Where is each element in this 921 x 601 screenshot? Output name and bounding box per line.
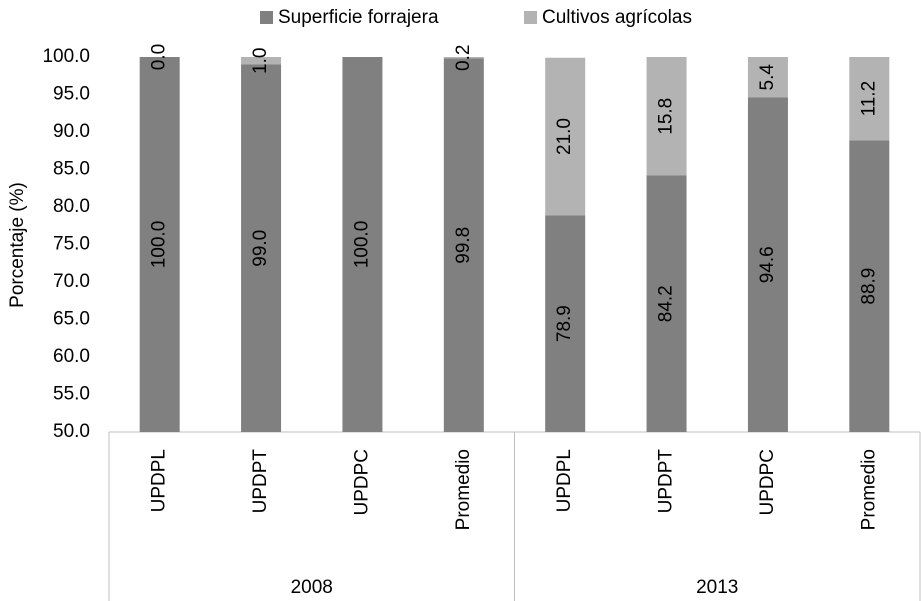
y-tick-label: 65.0 — [53, 309, 90, 330]
data-label: 99.8 — [453, 227, 474, 264]
bar-segment — [849, 57, 890, 141]
bar-segment — [747, 97, 788, 432]
data-label: 5.4 — [757, 64, 778, 91]
legend-label: Superficie forrajera — [278, 7, 439, 28]
group-label: 2008 — [291, 577, 333, 598]
bar-segment — [646, 175, 687, 432]
y-tick-label: 75.0 — [53, 234, 90, 255]
data-label: 100.0 — [149, 221, 170, 269]
y-tick-label: 95.0 — [53, 84, 90, 105]
y-tick-label: 80.0 — [53, 196, 90, 217]
bar-segment — [342, 57, 383, 432]
x-tick-label: UPDPT — [656, 449, 677, 514]
bar-segment — [443, 57, 484, 59]
y-tick-label: 55.0 — [53, 384, 90, 405]
y-tick-label: 90.0 — [53, 121, 90, 142]
bar-segment — [747, 57, 788, 98]
group-label: 2013 — [696, 577, 738, 598]
x-tick-label: UPDPL — [149, 449, 170, 512]
legend-swatch — [260, 11, 273, 24]
x-tick-label: UPDPL — [554, 449, 575, 512]
data-label: 99.0 — [250, 230, 271, 267]
x-tick-label: UPDPT — [250, 449, 271, 514]
y-axis-label: Porcentaje (%) — [7, 182, 28, 308]
data-label: 0.0 — [149, 44, 170, 70]
x-tick-label: Promedio — [858, 449, 879, 530]
y-tick-label: 100.0 — [42, 46, 90, 67]
bar-segment — [241, 64, 282, 432]
data-label: 78.9 — [554, 305, 575, 342]
data-label: 15.8 — [656, 98, 677, 135]
bar-segment — [849, 140, 890, 432]
y-tick-label: 85.0 — [53, 159, 90, 180]
data-label: 88.9 — [858, 268, 879, 305]
data-label: 0.2 — [453, 45, 474, 71]
x-tick-label: UPDPC — [757, 449, 778, 516]
y-tick-label: 70.0 — [53, 271, 90, 292]
x-tick-label: UPDPC — [351, 449, 372, 516]
legend-label: Cultivos agrícolas — [542, 7, 692, 28]
y-tick-label: 60.0 — [53, 346, 90, 367]
y-tick-label: 50.0 — [53, 421, 90, 442]
legend-swatch — [524, 11, 537, 24]
bar-segment — [241, 57, 282, 65]
data-label: 21.0 — [554, 118, 575, 155]
data-label: 94.6 — [757, 246, 778, 283]
bar-segment — [443, 58, 484, 432]
bar-segment — [139, 57, 180, 432]
x-tick-label: Promedio — [453, 449, 474, 530]
bar-segment — [646, 57, 687, 176]
bar-segment — [545, 57, 586, 216]
data-label: 100.0 — [351, 221, 372, 269]
data-label: 84.2 — [656, 285, 677, 322]
data-label: 11.2 — [858, 81, 879, 117]
data-label: 1.0 — [250, 48, 271, 74]
bar-segment — [545, 215, 586, 432]
